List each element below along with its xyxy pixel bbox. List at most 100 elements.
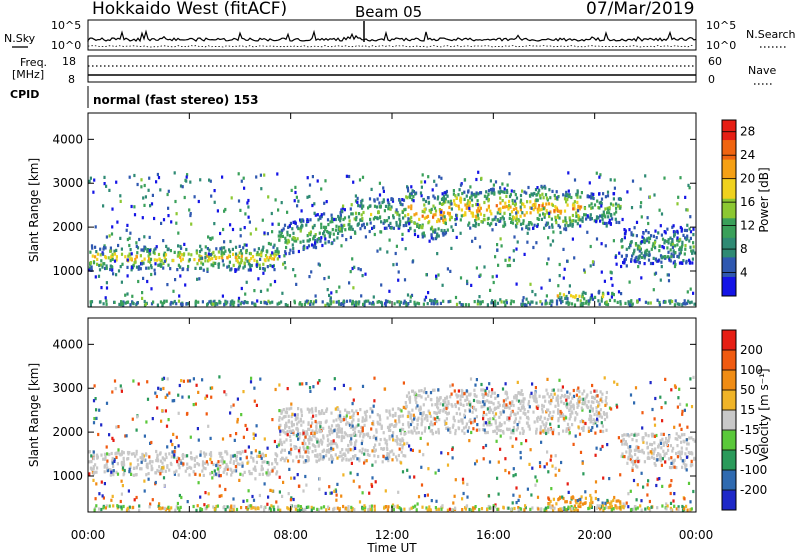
echo-cell — [635, 220, 639, 224]
echo-cell — [472, 420, 475, 424]
echo-cell — [272, 245, 275, 249]
colorbar-tick-label: 20 — [740, 172, 755, 186]
echo-cell — [546, 450, 549, 454]
echo-cell — [574, 499, 577, 503]
echo-cell — [262, 267, 265, 271]
echo-cell — [644, 433, 648, 437]
echo-cell — [642, 231, 645, 235]
echo-cell — [282, 227, 285, 231]
echo-cell — [399, 414, 402, 418]
echo-cell — [376, 197, 379, 201]
colorbar-tick-label: 12 — [740, 219, 755, 233]
echo-cell — [280, 442, 284, 447]
noise-right-bottom-tick: 10^0 — [706, 39, 736, 52]
echo-cell — [284, 236, 287, 240]
echo-cell — [357, 204, 360, 208]
echo-cell — [338, 216, 341, 220]
echo-cell — [444, 200, 447, 204]
echo-cell — [284, 250, 287, 254]
echo-cell — [264, 254, 268, 258]
echo-cell — [354, 194, 357, 198]
echo-cell — [98, 300, 102, 304]
echo-cell — [529, 200, 532, 204]
echo-cell — [656, 454, 659, 458]
echo-cell — [183, 252, 186, 256]
echo-cell — [374, 448, 377, 452]
echo-cell — [492, 417, 495, 421]
echo-cell — [604, 207, 607, 211]
echo-cell — [461, 421, 464, 425]
echo-cell — [357, 418, 360, 422]
echo-cell — [567, 189, 570, 193]
echo-cell — [324, 303, 327, 307]
echo-cell — [299, 432, 302, 436]
echo-cell — [278, 230, 281, 234]
echo-cell — [367, 299, 370, 303]
echo-cell — [368, 435, 372, 440]
echo-cell — [442, 407, 445, 411]
echo-cell — [179, 244, 182, 249]
echo-cell — [674, 437, 677, 441]
echo-cell — [222, 227, 225, 232]
echo-cell — [488, 400, 491, 404]
echo-cell — [693, 302, 696, 306]
echo-cell — [509, 212, 512, 217]
echo-cell — [412, 505, 415, 509]
echo-cell — [179, 265, 182, 269]
echo-cell — [262, 245, 265, 249]
echo-cell — [496, 476, 499, 480]
echo-cell — [361, 429, 364, 433]
echo-cell — [368, 491, 371, 495]
freq-unit-label: [MHz] — [12, 68, 44, 81]
echo-cell — [372, 446, 376, 450]
echo-cell — [213, 254, 216, 258]
echo-cell — [267, 258, 270, 262]
echo-cell — [647, 221, 650, 226]
echo-cell — [451, 447, 454, 451]
echo-cell — [143, 235, 146, 239]
echo-cell — [128, 243, 131, 248]
echo-cell — [628, 434, 631, 438]
echo-cell — [330, 213, 333, 217]
echo-cell — [442, 403, 445, 407]
echo-cell — [640, 201, 643, 205]
echo-cell — [176, 254, 179, 258]
echo-cell — [256, 259, 259, 263]
echo-cell — [405, 195, 408, 199]
echo-cell — [175, 469, 178, 473]
echo-cell — [409, 422, 413, 427]
echo-cell — [666, 246, 669, 250]
echo-cell — [125, 434, 128, 438]
echo-cell — [218, 451, 221, 455]
echo-cell — [607, 215, 610, 219]
echo-cell — [345, 299, 349, 303]
echo-cell — [513, 412, 516, 416]
echo-cell — [319, 425, 322, 429]
echo-cell — [311, 443, 314, 447]
echo-cell — [217, 463, 220, 468]
echo-cell — [211, 476, 214, 480]
echo-cell — [161, 409, 164, 413]
echo-cell — [284, 423, 287, 428]
echo-cell — [126, 265, 129, 269]
echo-cell — [519, 222, 523, 226]
echo-cell — [588, 417, 591, 421]
echo-cell — [185, 247, 188, 252]
echo-cell — [571, 203, 575, 207]
echo-cell — [280, 409, 283, 413]
echo-cell — [559, 414, 562, 418]
colorbar-segment — [722, 237, 736, 258]
echo-cell — [301, 441, 304, 445]
echo-cell — [461, 497, 464, 501]
echo-cell — [603, 412, 606, 417]
echo-cell — [211, 236, 214, 240]
echo-cell — [380, 283, 383, 287]
echo-cell — [589, 244, 592, 249]
echo-cell — [692, 291, 695, 295]
echo-cell — [352, 455, 355, 459]
echo-cell — [142, 196, 145, 200]
echo-cell — [235, 454, 238, 458]
echo-cell — [105, 281, 108, 285]
echo-cell — [352, 398, 355, 402]
echo-cell — [113, 259, 117, 263]
